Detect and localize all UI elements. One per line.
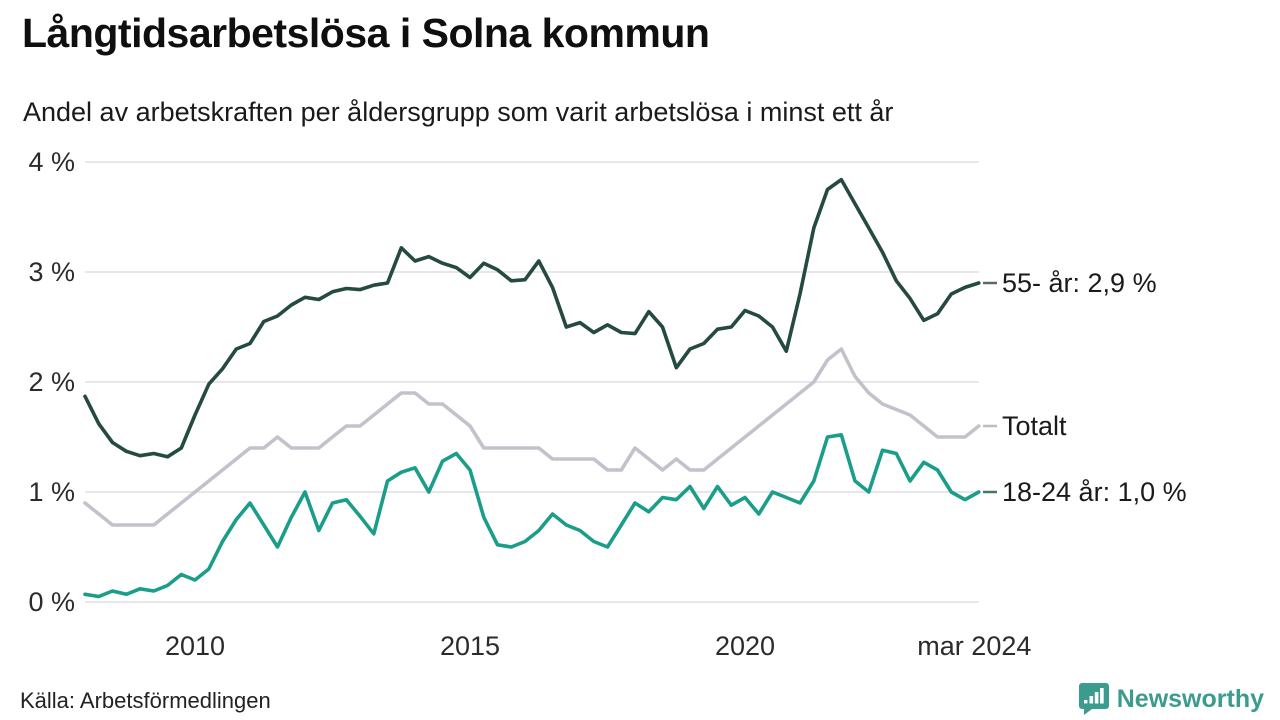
- page-subtitle: Andel av arbetskraften per åldersgrupp s…: [23, 97, 894, 127]
- x-tick-label: 2020: [715, 631, 775, 661]
- x-tick-label: 2015: [440, 631, 500, 661]
- series-end-label: Totalt: [1002, 411, 1067, 441]
- y-tick-label: 4 %: [28, 147, 75, 177]
- brand-name: Newsworthy: [1116, 684, 1264, 713]
- y-tick-label: 0 %: [28, 587, 75, 617]
- y-tick-label: 3 %: [28, 257, 75, 287]
- series-line-totalt: [83, 347, 981, 527]
- brand-lockup: Newsworthy: [1078, 682, 1264, 716]
- series-end-label: 55- år: 2,9 %: [1002, 268, 1157, 298]
- series-line-55-r: [83, 177, 981, 459]
- series-line-18-24-r: [83, 432, 981, 599]
- source-note: Källa: Arbetsförmedlingen: [20, 688, 271, 713]
- series-end-label: 18-24 år: 1,0 %: [1002, 477, 1187, 507]
- x-tick-label: mar 2024: [917, 631, 1031, 661]
- y-tick-label: 2 %: [28, 367, 75, 397]
- page-title: Långtidsarbetslösa i Solna kommun: [22, 10, 710, 56]
- x-tick-label: 2010: [165, 631, 225, 661]
- y-tick-label: 1 %: [28, 477, 75, 507]
- newsworthy-logo-icon: [1078, 683, 1109, 715]
